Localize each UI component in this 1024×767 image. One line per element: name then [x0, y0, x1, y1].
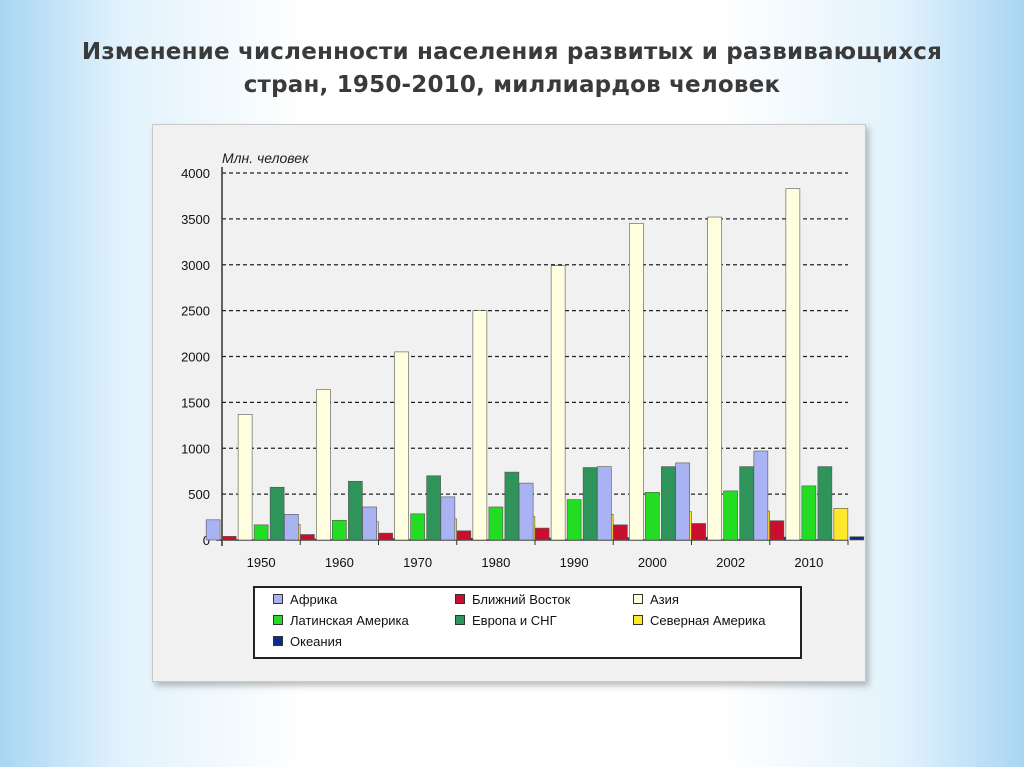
bar: [566, 499, 582, 541]
legend-swatch: [455, 615, 465, 625]
legend-label: Африка: [290, 592, 338, 607]
legend-item: Ближний Восток: [455, 591, 570, 609]
bar: [456, 530, 472, 541]
y-tick-label: 4000: [181, 166, 210, 181]
legend-label: Ближний Восток: [472, 592, 571, 607]
legend-label: Азия: [650, 592, 679, 607]
legend-label: Латинская Америка: [290, 613, 409, 628]
x-tick-label: 1990: [560, 555, 589, 570]
bar: [472, 310, 488, 541]
bar: [675, 462, 690, 541]
y-tick-label: 2000: [181, 350, 210, 365]
bar: [833, 508, 849, 541]
y-tick-label: 0: [203, 533, 210, 548]
bar: [645, 491, 660, 541]
y-tick-label: 3500: [181, 212, 210, 227]
bar: [753, 450, 769, 541]
bar: [362, 506, 377, 541]
bar: [237, 414, 253, 541]
legend-item: Европа и СНГ: [455, 612, 557, 630]
legend-item: Азия: [633, 591, 679, 609]
x-tick-label: 1970: [403, 555, 432, 570]
legend-swatch: [273, 636, 283, 646]
bar: [849, 536, 865, 541]
bar: [691, 523, 706, 541]
bar: [550, 265, 566, 541]
legend-item: Океания: [273, 633, 342, 651]
x-tick-label: 1960: [325, 555, 354, 570]
bar: [410, 513, 425, 541]
y-tick-label: 3000: [181, 258, 210, 273]
bar: [739, 466, 754, 541]
x-tick-label: 2000: [638, 555, 667, 570]
legend-swatch: [633, 594, 643, 604]
bar: [629, 223, 644, 541]
bar: [269, 486, 285, 541]
bar: [597, 466, 612, 541]
legend-label: Европа и СНГ: [472, 613, 557, 628]
legend-swatch: [455, 594, 465, 604]
y-axis-label: Млн. человек: [222, 150, 310, 166]
legend-item: Латинская Америка: [273, 612, 409, 630]
bar: [284, 514, 299, 541]
y-tick-label: 2500: [181, 304, 210, 319]
x-tick-label: 1950: [247, 555, 276, 570]
y-tick-label: 1500: [181, 395, 210, 410]
slide-title-line-2: стран, 1950-2010, миллиардов человек: [243, 72, 781, 98]
legend-swatch: [633, 615, 643, 625]
bar: [801, 485, 817, 541]
bar: [221, 536, 237, 541]
legend-swatch: [273, 615, 283, 625]
bar: [348, 480, 363, 541]
legend-item: Северная Америка: [633, 612, 765, 630]
bar: [723, 490, 738, 541]
bar: [769, 520, 785, 541]
y-tick-label: 500: [188, 487, 210, 502]
bar: [518, 482, 534, 541]
bar: [707, 216, 722, 541]
legend-swatch: [273, 594, 283, 604]
x-tick-label: 2002: [716, 555, 745, 570]
bar: [394, 351, 409, 541]
bar: [661, 466, 676, 541]
legend-label: Океания: [290, 634, 342, 649]
bar: [378, 532, 393, 541]
x-tick-label: 2010: [794, 555, 823, 570]
bars-layer: [205, 188, 865, 541]
slide-title: Изменение численности населения развитых…: [0, 36, 1024, 102]
bar: [316, 389, 331, 541]
bar: [440, 496, 456, 541]
bar: [817, 466, 833, 541]
chart-legend: Африка Ближний Восток Азия Латинская Америк…: [253, 586, 802, 659]
slide-title-line-1: Изменение численности населения развитых…: [81, 39, 943, 65]
bar: [582, 467, 598, 541]
bar: [504, 471, 520, 541]
bar: [613, 524, 628, 541]
legend-label: Северная Америка: [650, 613, 766, 628]
bar: [534, 527, 550, 541]
bar: [426, 475, 441, 541]
y-tick-label: 1000: [181, 441, 210, 456]
legend-item: Африка: [273, 591, 337, 609]
bar: [785, 188, 801, 541]
bar: [488, 506, 504, 541]
bar: [253, 524, 269, 541]
bar: [300, 534, 315, 541]
bar: [205, 519, 221, 541]
x-tick-label: 1980: [481, 555, 510, 570]
bar: [332, 519, 347, 541]
